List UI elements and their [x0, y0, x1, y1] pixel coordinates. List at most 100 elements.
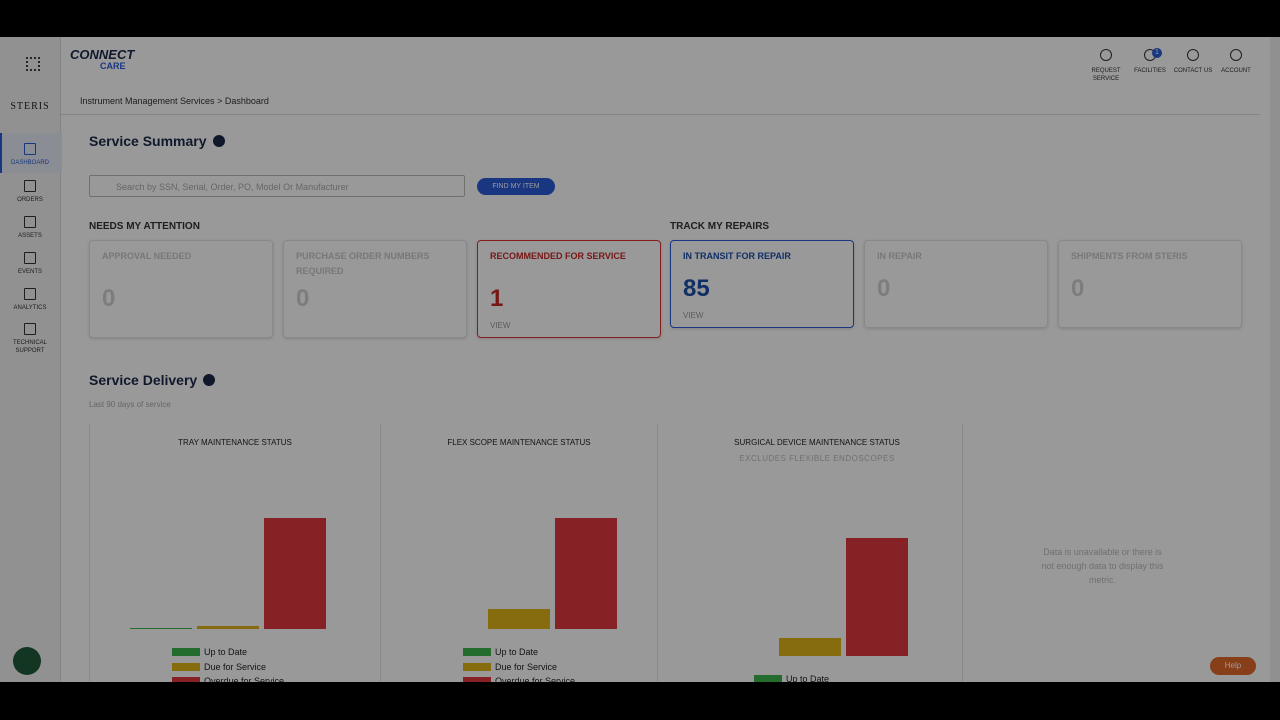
- card-label: IN REPAIR: [877, 251, 922, 261]
- card-value: 0: [1071, 275, 1085, 302]
- header-action[interactable]: ACCOUNT: [1216, 49, 1256, 75]
- nav-label: ORDERS: [17, 197, 43, 203]
- bar: [846, 538, 908, 656]
- nav-item[interactable]: EVENTS: [0, 252, 60, 276]
- card-label: APPROVAL NEEDED: [102, 251, 192, 261]
- legend-swatch: [463, 677, 491, 682]
- action-label: FACILITIES: [1134, 68, 1166, 74]
- action-label: CONTACT US: [1173, 68, 1213, 74]
- chart-panel: SURGICAL DEVICE MAINTENANCE STATUS EXCLUD…: [672, 424, 963, 682]
- legend-swatch: [172, 648, 200, 656]
- legend-item: Overdue for Service: [463, 676, 575, 682]
- card-link[interactable]: VIEW: [490, 321, 511, 330]
- legend-label: Overdue for Service: [204, 676, 285, 682]
- logo-sub: CARE: [100, 61, 126, 71]
- divider: [89, 424, 90, 682]
- summary-card: PURCHASE ORDER NUMBERS REQUIRED 0: [283, 240, 467, 338]
- bar: [555, 518, 617, 629]
- legend-swatch: [172, 677, 200, 682]
- summary-card: IN REPAIR 0: [864, 240, 1048, 328]
- app: STERIS DASHBOARD ORDERS ASSETS EVENTS AN…: [0, 37, 1280, 682]
- card-label: PURCHASE ORDER NUMBERS REQUIRED: [296, 251, 430, 276]
- legend-item: Up to Date: [172, 647, 247, 657]
- chart-subtitle: EXCLUDES FLEXIBLE ENDOSCOPES: [739, 454, 895, 463]
- chart-panel: TRAY MAINTENANCE STATUS Up to Date Due for…: [90, 424, 381, 682]
- search-input[interactable]: Search by SSN, Serial, Order, PO, Model …: [89, 175, 465, 197]
- help-button[interactable]: Help: [1210, 657, 1256, 675]
- bar-chart: [130, 518, 326, 629]
- legend-item: Overdue for Service: [172, 676, 284, 682]
- chart-title: TRAY MAINTENANCE STATUS: [178, 438, 292, 447]
- bar: [197, 626, 259, 629]
- bar: [488, 609, 550, 629]
- sidebar: STERIS DASHBOARD ORDERS ASSETS EVENTS AN…: [0, 37, 62, 682]
- nav-label: TECHNICAL SUPPORT: [12, 340, 47, 354]
- legend-swatch: [172, 662, 200, 671]
- legend-item: Due for Service: [172, 662, 266, 672]
- header-action[interactable]: CONTACT US: [1173, 49, 1213, 75]
- crumb[interactable]: Instrument Management Services: [80, 96, 215, 106]
- summary-card[interactable]: RECOMMENDED FOR SERVICE 1 VIEW: [477, 240, 661, 338]
- card-value: 0: [102, 285, 116, 312]
- logo: CONNECT: [70, 47, 135, 62]
- nav-item[interactable]: ANALYTICS: [0, 288, 60, 312]
- nav-label: ANALYTICS: [13, 305, 47, 311]
- group-title: NEEDS MY ATTENTION: [89, 221, 200, 232]
- section-title: Service Summary: [89, 133, 225, 149]
- legend-swatch: [754, 675, 782, 682]
- bar: [130, 628, 192, 629]
- brand: STERIS: [10, 101, 50, 112]
- legend-label: Up to Date: [786, 674, 830, 682]
- section-title: Service Delivery: [89, 372, 216, 388]
- nav-item[interactable]: TECHNICAL SUPPORT: [0, 323, 60, 355]
- apps-icon[interactable]: [26, 57, 40, 71]
- card-value: 0: [296, 285, 310, 312]
- summary-card[interactable]: IN TRANSIT FOR REPAIR 85 VIEW: [670, 240, 854, 328]
- card-label: SHIPMENTS FROM STERIS: [1071, 251, 1188, 261]
- bar: [264, 518, 326, 629]
- card-value: 85: [683, 275, 710, 302]
- card-label: IN TRANSIT FOR REPAIR: [683, 251, 791, 261]
- title: Service Summary: [89, 133, 207, 149]
- bar-chart: [779, 538, 908, 656]
- legend-label: Due for Service: [204, 661, 267, 672]
- group-title: TRACK MY REPAIRS: [670, 221, 770, 232]
- card-value: 1: [490, 285, 504, 312]
- scrollbar: [1270, 37, 1280, 682]
- legend-label: Due for Service: [495, 661, 558, 672]
- nav-label: DASHBOARD: [10, 160, 49, 166]
- chart-title: SURGICAL DEVICE MAINTENANCE STATUS: [734, 438, 900, 447]
- bar: [779, 638, 841, 656]
- header-action[interactable]: REQUEST SERVICE: [1086, 49, 1126, 83]
- nav-item[interactable]: ASSETS: [0, 216, 60, 240]
- legend-item: Up to Date: [754, 674, 829, 682]
- card-label: RECOMMENDED FOR SERVICE: [490, 251, 626, 261]
- legend-item: Due for Service: [463, 662, 557, 672]
- legend-item: Up to Date: [463, 647, 538, 657]
- nav-label: ASSETS: [18, 233, 42, 239]
- legend-swatch: [463, 662, 491, 671]
- legend-label: Overdue for Service: [495, 676, 576, 682]
- card-link[interactable]: VIEW: [683, 311, 704, 320]
- action-label: ACCOUNT: [1221, 68, 1251, 74]
- card-value: 0: [877, 275, 891, 302]
- subtitle: Last 90 days of service: [89, 400, 171, 409]
- nav-item[interactable]: ORDERS: [0, 180, 60, 204]
- legend-label: Up to Date: [204, 647, 248, 657]
- cookie-button[interactable]: [13, 647, 41, 675]
- chart-panel: FLEX SCOPE MAINTENANCE STATUS Up to Date D…: [381, 424, 658, 682]
- no-data-message: Data is unavailable or there is not enou…: [1041, 547, 1164, 585]
- nav-label: EVENTS: [17, 269, 42, 275]
- bar-chart: [488, 518, 617, 629]
- legend-swatch: [463, 648, 491, 656]
- title: Service Delivery: [89, 372, 198, 388]
- find-button[interactable]: FIND MY ITEM: [477, 178, 555, 195]
- chart-title: FLEX SCOPE MAINTENANCE STATUS: [447, 438, 591, 447]
- summary-card: APPROVAL NEEDED 0: [89, 240, 273, 338]
- divider: [60, 114, 1260, 115]
- legend-label: Up to Date: [495, 647, 539, 657]
- action-label: REQUEST SERVICE: [1091, 68, 1121, 82]
- nav-item[interactable]: DASHBOARD: [0, 143, 60, 167]
